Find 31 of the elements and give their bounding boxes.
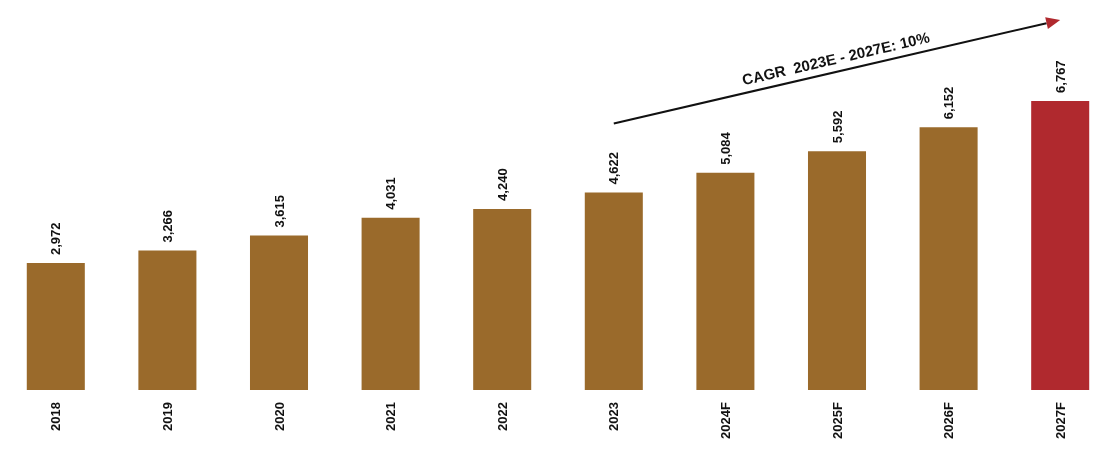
bar — [138, 250, 197, 390]
text: CAGR 2023E - 2027E: 10% — [740, 28, 932, 89]
bar — [584, 192, 643, 390]
x-tick-label: 2026F — [941, 401, 957, 439]
bar — [249, 235, 309, 390]
data-label: 4,622 — [606, 152, 622, 185]
bar — [473, 208, 532, 390]
bar — [696, 172, 755, 390]
x-tick-label: 2025F — [829, 401, 845, 439]
data-label: 4,031 — [383, 177, 399, 210]
data-label: 3,266 — [159, 209, 175, 243]
x-tick-label: 2027F — [1052, 401, 1068, 439]
x-tick-label: 2022 — [494, 402, 510, 431]
bar — [361, 217, 420, 390]
data-label: 6,767 — [1052, 60, 1068, 93]
x-tick-label: 2023 — [606, 402, 622, 431]
data-label: 5,084 — [717, 131, 733, 165]
bar — [1031, 100, 1090, 390]
data-label: 2,972 — [48, 222, 64, 256]
bar — [807, 151, 867, 390]
x-tick-label: 2020 — [271, 402, 287, 431]
x-tick-label: 2019 — [159, 402, 175, 431]
bar — [919, 127, 978, 390]
data-label: 5,592 — [829, 110, 845, 144]
data-label: 6,152 — [941, 86, 957, 120]
x-tick-label: 2018 — [48, 402, 64, 431]
data-label: 3,615 — [271, 195, 287, 228]
data-label: 4,240 — [494, 168, 510, 201]
x-tick-label: 2021 — [383, 402, 399, 431]
x-tick-label: 2024F — [717, 401, 733, 439]
bar — [26, 263, 85, 390]
